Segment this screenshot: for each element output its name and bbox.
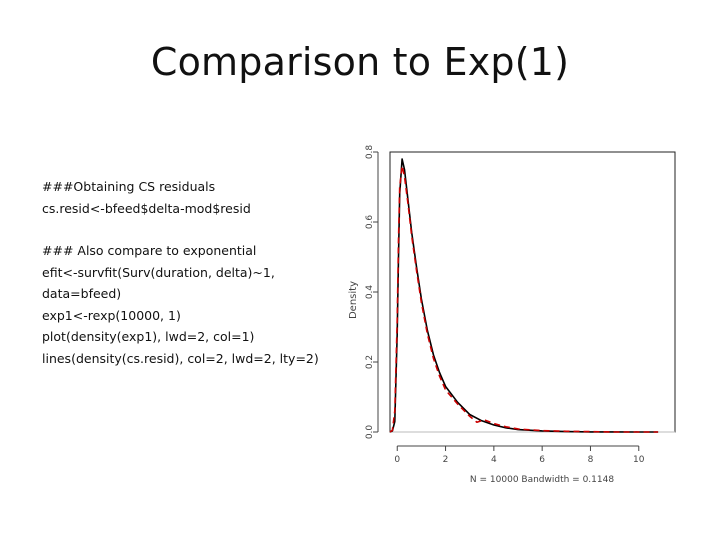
x-tick-label: 10 <box>633 455 645 465</box>
code-line: ### Also compare to exponential <box>42 243 257 258</box>
series-line-cs-resid-density <box>389 165 659 433</box>
y-tick-label: 0.4 <box>365 285 375 300</box>
plot-frame <box>389 151 676 433</box>
x-axis-label: N = 10000 Bandwidth = 0.1148 <box>470 475 614 485</box>
code-spacer <box>42 219 342 240</box>
y-tick-label: 0.2 <box>365 355 375 369</box>
density-plot: Density N = 10000 Bandwidth = 0.1148 0 2 4… <box>348 145 676 485</box>
slide-title: Comparison to Exp(1) <box>150 40 570 84</box>
x-tick-label: 4 <box>491 455 497 465</box>
x-tick-label: 0 <box>394 455 400 465</box>
code-line: cs.resid<-bfeed$delta-mod$resid <box>42 200 251 216</box>
series-line-exp1-density <box>389 158 659 433</box>
code-line: plot(density(exp1), lwd=2, col=1) <box>42 329 255 344</box>
code-line: data=bfeed) <box>42 286 122 301</box>
r-code-block: ###Obtaining CS residuals cs.resid<-bfee… <box>42 176 342 369</box>
code-line: efit<-survfit(Surv(duration, delta)~1, <box>42 264 275 280</box>
x-tick-label: 2 <box>443 455 449 465</box>
code-line: ###Obtaining CS residuals <box>42 179 216 194</box>
y-tick-label: 0.8 <box>365 145 375 160</box>
y-axis-label: Density <box>348 281 359 319</box>
y-tick-label: 0.0 <box>365 425 375 440</box>
code-line: exp1<-rexp(10000, 1) <box>42 307 181 323</box>
x-tick-label: 8 <box>588 455 594 465</box>
x-tick-label: 6 <box>539 455 545 465</box>
code-line: lines(density(cs.resid), col=2, lwd=2, l… <box>42 350 319 366</box>
y-tick-label: 0.6 <box>365 215 375 230</box>
